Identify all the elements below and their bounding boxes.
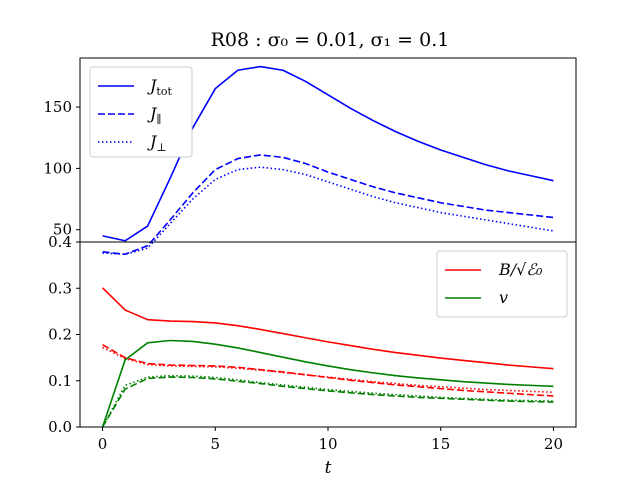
y-tick-label: 0.3 (48, 279, 72, 297)
y-tick-label: 0.0 (48, 418, 72, 436)
x-tick-label: 20 (544, 435, 563, 453)
y-tick-label: 50 (53, 221, 72, 239)
top-panel: 50 100 150 Jtot J∥ J⊥ (43, 57, 577, 256)
y-tick-label: 100 (43, 159, 72, 177)
x-axis-label: t (325, 458, 332, 478)
y-tick-label: 150 (43, 98, 72, 116)
chart-title: R08 : σ₀ = 0.01, σ₁ = 0.1 (211, 29, 450, 51)
x-tick-label: 15 (431, 435, 450, 453)
y-tick-label: 0.4 (48, 233, 72, 251)
legend-label-1: v (499, 288, 508, 307)
bottom-legend: B/√ℰ₀ v (436, 250, 568, 318)
series-J_tot (102, 65, 554, 242)
x-tick-label: 0 (98, 435, 108, 453)
y-tick-label: 0.2 (48, 326, 72, 344)
series-v_dashed (101, 376, 554, 428)
series-B_dotted (102, 346, 554, 394)
series-B_solid (101, 287, 554, 370)
legend-label-J_tot: Jtot (147, 76, 172, 98)
x-tick-label: 10 (318, 435, 337, 453)
legend-label-J_perp: J⊥ (147, 132, 167, 154)
bottom-panel: 0.0 0.1 0.2 0.3 0.4 0 5 10 15 20 B/√ℰ₀ v (48, 233, 577, 453)
top-legend: Jtot J∥ J⊥ (89, 66, 193, 158)
series-v_dotted (101, 374, 554, 428)
y-tick-label: 0.1 (48, 372, 72, 390)
series-J_parallel (102, 154, 554, 256)
series-v_solid (101, 339, 554, 428)
legend-box (436, 250, 568, 318)
legend-box (89, 66, 193, 158)
x-tick-label: 5 (210, 435, 220, 453)
legend-label-0: B/√ℰ₀ (498, 260, 543, 279)
legend-label-J_parallel: J∥ (147, 104, 162, 126)
